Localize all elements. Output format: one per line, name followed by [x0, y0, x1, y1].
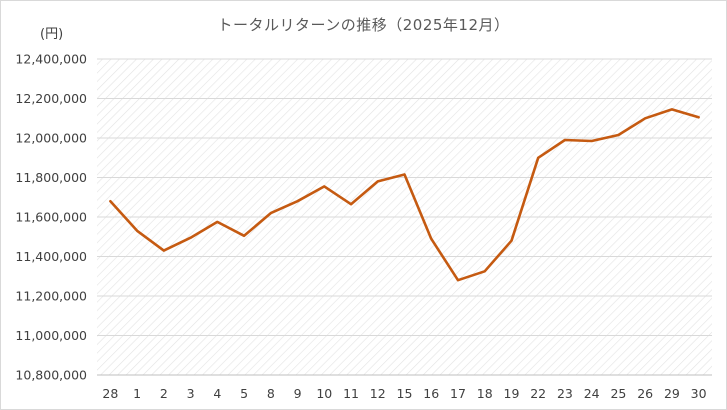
data-point	[163, 250, 165, 252]
x-tick-label: 18	[477, 386, 493, 401]
x-tick-label: 22	[530, 386, 546, 401]
data-point	[297, 200, 299, 202]
data-point	[591, 140, 593, 142]
x-tick-label: 10	[316, 386, 332, 401]
x-tick-label: 4	[213, 386, 221, 401]
y-tick-label: 11,000,000	[15, 328, 87, 343]
x-tick-label: 5	[240, 386, 248, 401]
x-tick-label: 1	[133, 386, 141, 401]
y-tick-label: 12,400,000	[15, 52, 87, 67]
data-point	[644, 117, 646, 119]
data-point	[617, 134, 619, 136]
x-tick-label: 11	[343, 386, 359, 401]
y-tick-label: 12,200,000	[15, 91, 87, 106]
x-tick-label: 23	[557, 386, 573, 401]
x-tick-label: 3	[187, 386, 195, 401]
x-tick-label: 12	[370, 386, 386, 401]
y-tick-label: 11,200,000	[15, 289, 87, 304]
data-point	[484, 270, 486, 272]
data-point	[537, 157, 539, 159]
data-point	[216, 221, 218, 223]
data-point	[698, 116, 700, 118]
x-tick-label: 17	[450, 386, 466, 401]
y-tick-label: 11,800,000	[15, 170, 87, 185]
x-axis-ticks: 28 1 2 3 4 5 8 9 10 11 12 15 16 17 18 19 22 23 24 25 26 29 30	[102, 386, 706, 401]
x-tick-label: 30	[691, 386, 707, 401]
data-point	[457, 279, 459, 281]
data-point	[404, 174, 405, 176]
x-tick-label: 8	[267, 386, 275, 401]
data-point	[671, 108, 673, 110]
x-tick-label: 15	[397, 386, 413, 401]
x-tick-label: 24	[584, 386, 600, 401]
data-point	[323, 185, 325, 187]
x-tick-label: 2	[160, 386, 168, 401]
x-tick-label: 29	[664, 386, 680, 401]
data-point	[270, 212, 272, 214]
x-tick-label: 9	[294, 386, 302, 401]
x-tick-label: 25	[610, 386, 626, 401]
chart-title: トータルリターンの推移（2025年12月）	[217, 16, 510, 34]
data-point	[510, 240, 512, 242]
x-tick-label: 19	[504, 386, 520, 401]
x-tick-label: 16	[423, 386, 439, 401]
data-point	[377, 180, 379, 182]
y-tick-label: 12,000,000	[15, 131, 87, 146]
y-axis-ticks: 10,800,000 11,000,000 11,200,000 11,400,000…	[15, 52, 87, 383]
y-tick-label: 11,400,000	[15, 249, 87, 264]
y-unit-label: (円)	[40, 27, 64, 42]
series-layer	[109, 108, 700, 282]
data-point	[350, 203, 352, 205]
x-tick-label: 26	[637, 386, 653, 401]
data-point	[136, 230, 138, 232]
data-point	[109, 200, 111, 202]
y-tick-label: 10,800,000	[15, 368, 87, 383]
data-point	[190, 237, 192, 239]
data-point	[564, 139, 566, 141]
data-point	[430, 238, 432, 240]
y-tick-label: 11,600,000	[15, 210, 87, 225]
x-tick-label: 28	[102, 386, 118, 401]
data-point	[243, 235, 245, 237]
